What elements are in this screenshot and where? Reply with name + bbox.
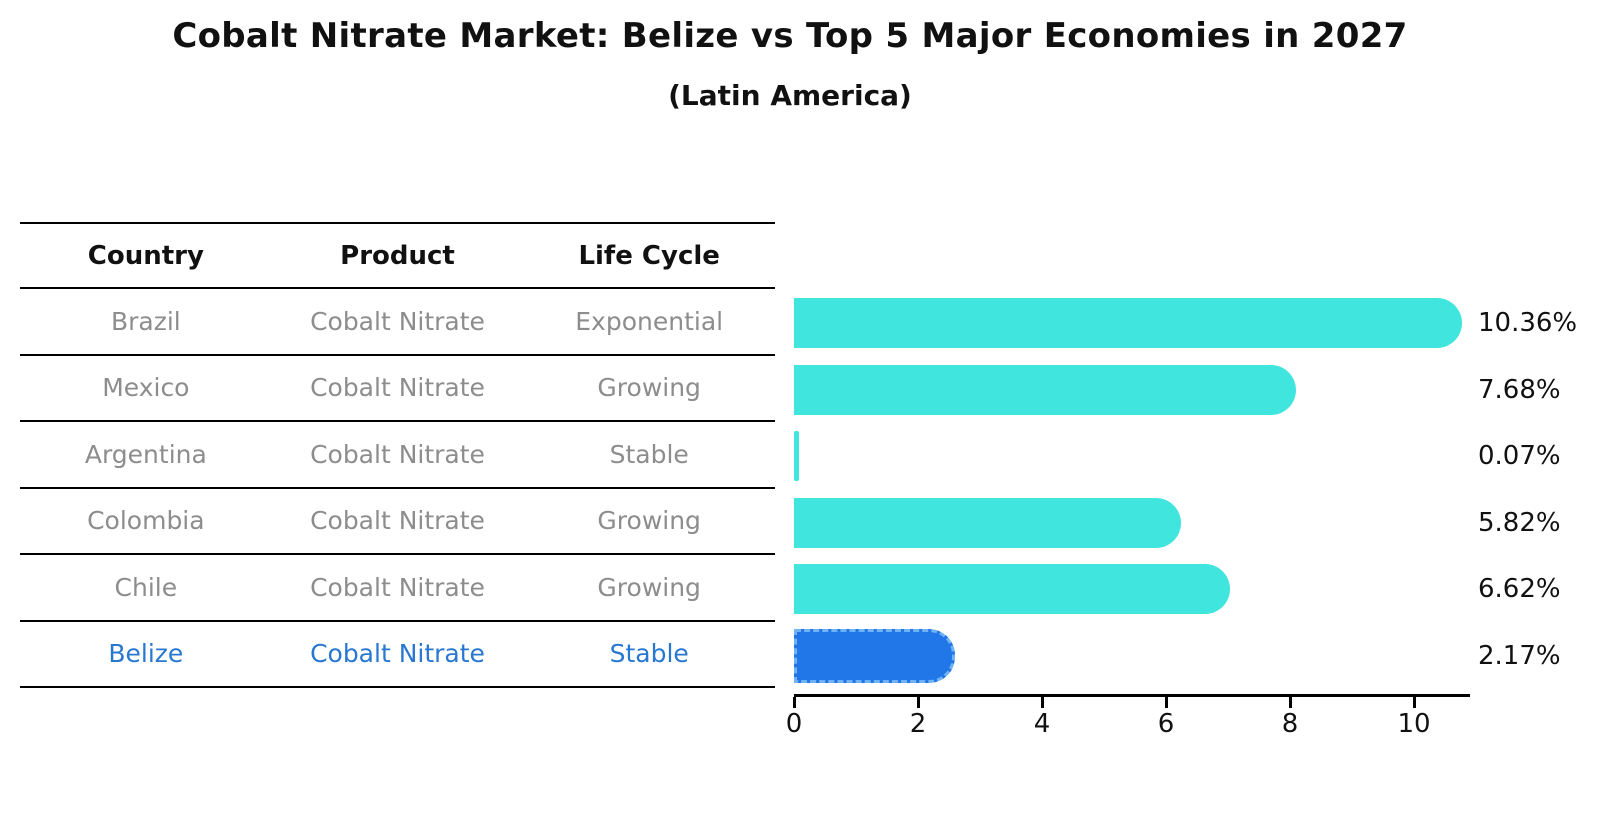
x-tick-4 bbox=[1040, 697, 1044, 708]
value-label-argentina: 0.07% bbox=[1478, 441, 1561, 471]
x-tick-0 bbox=[792, 697, 796, 708]
value-label-mexico: 7.68% bbox=[1478, 374, 1561, 405]
bar-brazil bbox=[794, 298, 1463, 348]
x-tick-label-10: 10 bbox=[1397, 709, 1431, 739]
bar-chile bbox=[794, 564, 1231, 614]
cell-life-cycle: Stable bbox=[609, 439, 689, 469]
cell-country: Colombia bbox=[87, 506, 205, 536]
table-header-row: Country Product Life Cycle bbox=[20, 222, 775, 289]
chart-subtitle: (Latin America) bbox=[668, 79, 912, 112]
x-tick-8 bbox=[1288, 697, 1292, 708]
chart-title: Cobalt Nitrate Market: Belize vs Top 5 M… bbox=[172, 16, 1408, 56]
cell-life-cycle: Growing bbox=[597, 373, 701, 403]
value-label-brazil: 10.36% bbox=[1478, 308, 1578, 338]
x-tick-2 bbox=[916, 697, 920, 708]
table-body: Brazil Cobalt Nitrate Exponential Mexico Cob… bbox=[20, 289, 775, 688]
bar-mexico bbox=[794, 364, 1297, 415]
table-row-mexico: Mexico Cobalt Nitrate Growing bbox=[20, 356, 775, 422]
cell-country: Belize bbox=[108, 639, 184, 669]
x-tick-label-2: 2 bbox=[909, 709, 927, 739]
header-cell-product: Product bbox=[340, 240, 455, 271]
table-row-argentina: Argentina Cobalt Nitrate Stable bbox=[20, 422, 775, 489]
cell-product: Cobalt Nitrate bbox=[310, 572, 485, 602]
cell-product: Cobalt Nitrate bbox=[310, 506, 485, 536]
header-cell-country: Country bbox=[87, 240, 204, 271]
cell-country: Brazil bbox=[110, 306, 181, 336]
value-label-colombia: 5.82% bbox=[1478, 507, 1561, 538]
value-label-belize: 2.17% bbox=[1478, 640, 1561, 671]
value-label-chile: 6.62% bbox=[1478, 574, 1561, 604]
cell-life-cycle: Growing bbox=[597, 572, 701, 602]
country-table: Country Product Life Cycle Brazil Cobalt Ni… bbox=[20, 222, 775, 688]
table-row-brazil: Brazil Cobalt Nitrate Exponential bbox=[20, 289, 775, 356]
header-cell-life-cycle: Life Cycle bbox=[578, 240, 720, 271]
cell-country: Mexico bbox=[102, 373, 190, 403]
cell-life-cycle: Growing bbox=[597, 506, 701, 536]
table-row-colombia: Colombia Cobalt Nitrate Growing bbox=[20, 489, 775, 555]
cell-product: Cobalt Nitrate bbox=[310, 306, 485, 336]
cell-product: Cobalt Nitrate bbox=[310, 439, 485, 469]
cell-country: Argentina bbox=[84, 439, 207, 469]
bar-belize bbox=[794, 628, 955, 683]
cell-life-cycle: Stable bbox=[609, 639, 689, 669]
x-tick-label-4: 4 bbox=[1033, 709, 1051, 739]
cell-country: Chile bbox=[114, 572, 178, 602]
bar-colombia bbox=[794, 497, 1181, 548]
x-tick-label-8: 8 bbox=[1281, 709, 1299, 739]
cell-life-cycle: Exponential bbox=[575, 306, 724, 336]
x-tick-6 bbox=[1164, 697, 1168, 708]
x-tick-label-0: 0 bbox=[785, 709, 803, 739]
cell-product: Cobalt Nitrate bbox=[310, 373, 485, 403]
x-tick-label-6: 6 bbox=[1157, 709, 1175, 739]
bar-argentina bbox=[794, 431, 799, 481]
cell-product: Cobalt Nitrate bbox=[310, 639, 485, 669]
table-row-belize: Belize Cobalt Nitrate Stable bbox=[20, 622, 775, 688]
x-tick-10 bbox=[1412, 697, 1416, 708]
x-axis-line bbox=[794, 694, 1470, 697]
table-row-chile: Chile Cobalt Nitrate Growing bbox=[20, 555, 775, 622]
